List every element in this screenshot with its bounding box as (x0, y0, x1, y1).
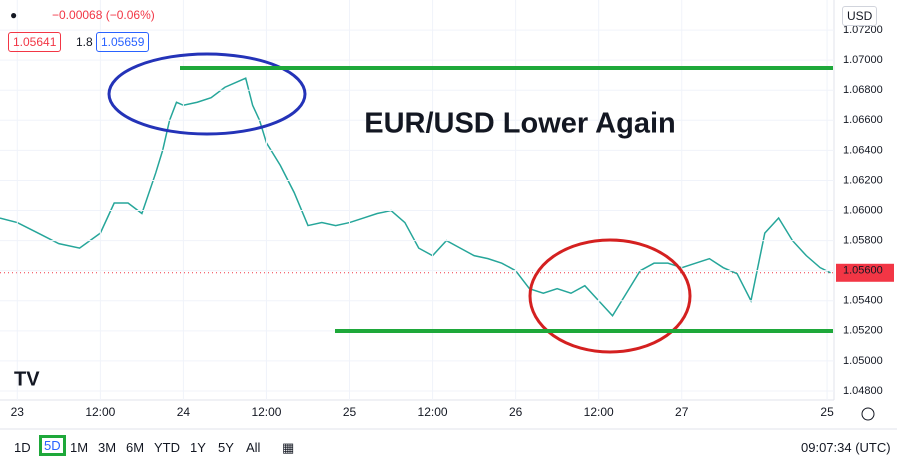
ask[interactable]: 1.05659 (96, 32, 150, 52)
y-tick-label: 1.05600 (843, 265, 883, 277)
x-tick-label: 25 (343, 405, 357, 419)
spread: 1.8 (76, 35, 93, 49)
price-line (0, 77, 831, 318)
range-button[interactable]: 5Y (218, 440, 234, 455)
y-tick-label: 1.05000 (843, 355, 883, 367)
range-button[interactable]: 1Y (190, 440, 206, 455)
range-button[interactable]: YTD (154, 440, 180, 455)
highlight-circle (528, 238, 692, 354)
x-tick-label: 12:00 (418, 405, 448, 419)
range-button[interactable]: 1D (14, 440, 31, 455)
dot: ● (10, 8, 18, 22)
clock: 09:07:34 (UTC) (801, 440, 891, 455)
y-tick-label: 1.07000 (843, 54, 883, 66)
range-button[interactable]: 5D (39, 435, 66, 456)
y-tick-label: 1.06800 (843, 84, 883, 96)
annotation: EUR/USD Lower Again (364, 108, 676, 140)
y-tick-label: 1.06600 (843, 114, 883, 126)
y-tick-label: 1.06000 (843, 204, 883, 216)
currency[interactable]: USD (842, 6, 878, 26)
last-price-tag (836, 263, 894, 282)
change: −0.00068 (−0.06%) (52, 8, 155, 22)
x-tick-label: 12:00 (85, 405, 115, 419)
range-button[interactable]: 3M (98, 440, 117, 455)
range-button[interactable]: 6M (126, 440, 145, 455)
y-tick-label: 1.04800 (843, 385, 883, 397)
x-tick-label: 27 (675, 405, 689, 419)
bid[interactable]: 1.05641 (8, 32, 62, 52)
y-tick-label: 1.05800 (843, 235, 883, 247)
highlight-circle (107, 52, 307, 136)
y-tick-label: 1.06200 (843, 174, 883, 186)
range-button[interactable]: 1M (70, 440, 89, 455)
y-tick-label: 1.07200 (843, 24, 883, 36)
x-tick-label: 25 (820, 405, 834, 419)
settings-icon[interactable] (861, 407, 875, 421)
x-tick-label: 12:00 (251, 405, 281, 419)
x-tick-label: 12:00 (584, 405, 614, 419)
y-tick-label: 1.06400 (843, 144, 883, 156)
range-button[interactable]: All (246, 440, 261, 455)
logo: TV (14, 368, 40, 390)
y-tick-label: 1.05400 (843, 295, 883, 307)
x-tick-label: 24 (177, 405, 191, 419)
y-tick-label: 1.05200 (843, 325, 883, 337)
calendar-icon[interactable]: ▦ (282, 440, 295, 455)
x-tick-label: 26 (509, 405, 523, 419)
x-tick-label: 23 (11, 405, 25, 419)
